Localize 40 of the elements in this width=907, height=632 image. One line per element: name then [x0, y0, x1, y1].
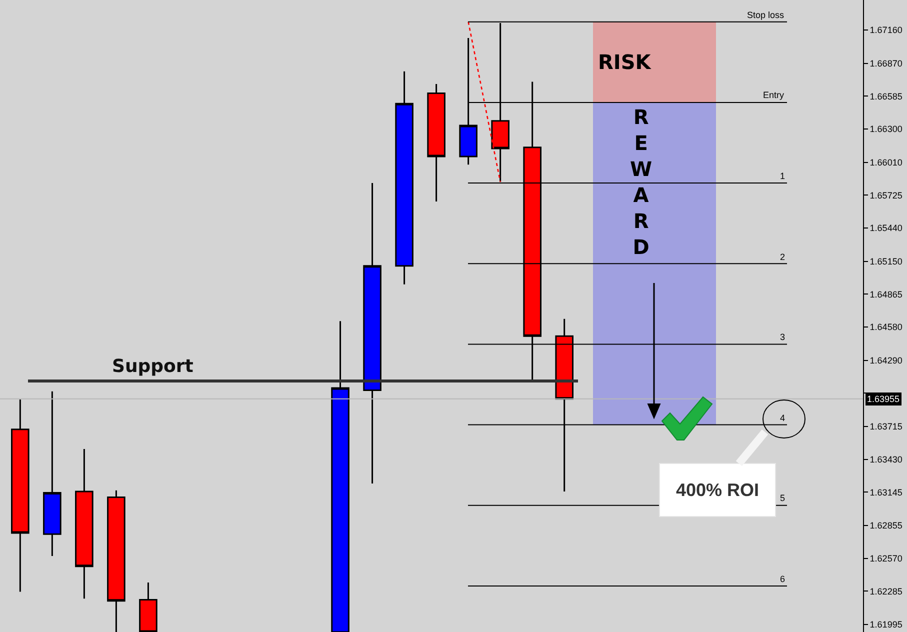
- candlestick: [363, 182, 382, 484]
- y-tick-label: 1.65150: [870, 256, 902, 266]
- y-tick-label: 1.61995: [870, 620, 902, 630]
- candlestick: [395, 70, 414, 286]
- y-tick-label: 1.66300: [870, 124, 902, 134]
- annotation: 2: [780, 252, 786, 262]
- y-tick-label: 1.66870: [870, 58, 902, 68]
- y-tick-label: 1.63715: [870, 422, 902, 432]
- y-tick-label: 1.63430: [870, 454, 902, 464]
- annotation: 1: [780, 171, 786, 181]
- candlestick: [75, 448, 94, 600]
- ref-line-label: Entry: [763, 90, 785, 100]
- annotation: 5: [780, 493, 786, 503]
- ref-line-label: 1.63955: [867, 394, 900, 404]
- candlestick: [427, 83, 446, 202]
- band-label: RISK: [598, 50, 652, 74]
- y-tick-label: 1.65725: [870, 190, 902, 200]
- annotation: 4: [780, 413, 786, 423]
- candlestick: [331, 320, 350, 632]
- candlestick: [43, 390, 62, 557]
- ref-line-label: Stop loss: [747, 10, 785, 20]
- ref-line-label: Support: [112, 356, 194, 377]
- candlestick: [107, 490, 126, 632]
- candlestick: [11, 398, 30, 592]
- y-tick-label: 1.65440: [870, 223, 902, 234]
- y-tick-label: 1.62570: [870, 553, 902, 564]
- y-tick-label: 1.66585: [870, 91, 902, 102]
- y-tick-label: 1.62855: [870, 520, 902, 531]
- band-label: REWARD: [630, 105, 652, 259]
- annotation: 400% ROI: [676, 480, 760, 500]
- y-tick-label: 1.66010: [870, 157, 902, 168]
- y-tick-label: 1.64865: [870, 289, 902, 300]
- candlestick: [139, 582, 158, 632]
- y-tick-label: 1.67160: [870, 25, 902, 36]
- y-tick-label: 1.63145: [870, 487, 902, 498]
- annotation: 6: [780, 574, 786, 584]
- y-tick-label: 1.64290: [870, 355, 902, 366]
- y-tick-label: 1.64580: [870, 322, 902, 332]
- y-tick-label: 1.62285: [870, 586, 902, 596]
- annotation: 3: [780, 332, 786, 342]
